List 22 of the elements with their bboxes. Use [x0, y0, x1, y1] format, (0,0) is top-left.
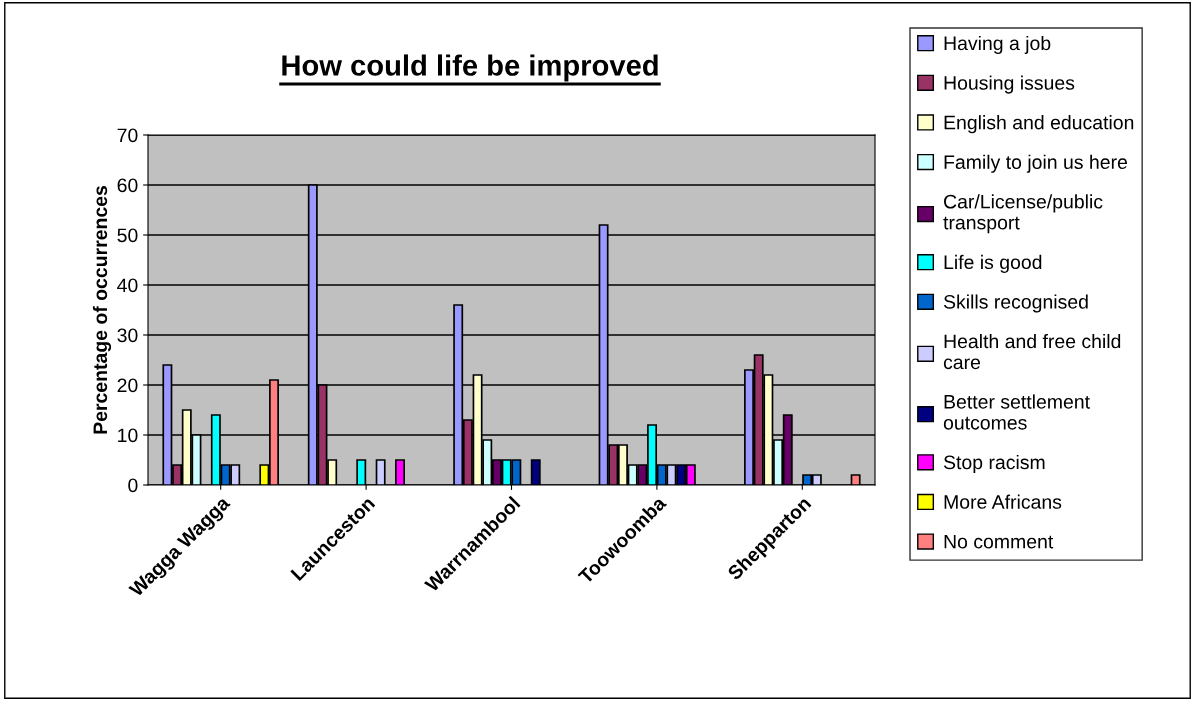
y-tick-label: 20	[117, 378, 138, 393]
legend-label: English and education	[944, 115, 1134, 134]
legend-label: Car/License/public transport	[943, 194, 1103, 234]
legend-label: More Africans	[944, 494, 1062, 509]
y-tick-label: 50	[117, 228, 138, 243]
legend-label: Skills recognised	[943, 294, 1088, 313]
legend-label: Life is good	[944, 254, 1042, 273]
y-tick-label: 30	[117, 328, 138, 343]
legend-label: Better settlement outcomes	[943, 394, 1090, 430]
y-tick-label: 40	[117, 278, 138, 293]
legend-label: Stop racism	[943, 454, 1045, 474]
y-tick-label: 10	[118, 428, 138, 443]
y-tick-label: 60	[117, 178, 138, 193]
legend-label: Family to join us here	[944, 154, 1127, 173]
y-tick-label: 70	[117, 128, 138, 143]
legend-label: No comment	[944, 534, 1054, 549]
y-tick-label: 0	[128, 478, 138, 493]
legend-label: Having a job	[944, 35, 1051, 55]
y-axis-title: Percentage of occurrences	[92, 185, 112, 434]
legend-label: Housing issues	[944, 75, 1075, 94]
chart-title: How could life be improved	[282, 54, 658, 82]
legend-label: Health and free child care	[943, 333, 1121, 370]
